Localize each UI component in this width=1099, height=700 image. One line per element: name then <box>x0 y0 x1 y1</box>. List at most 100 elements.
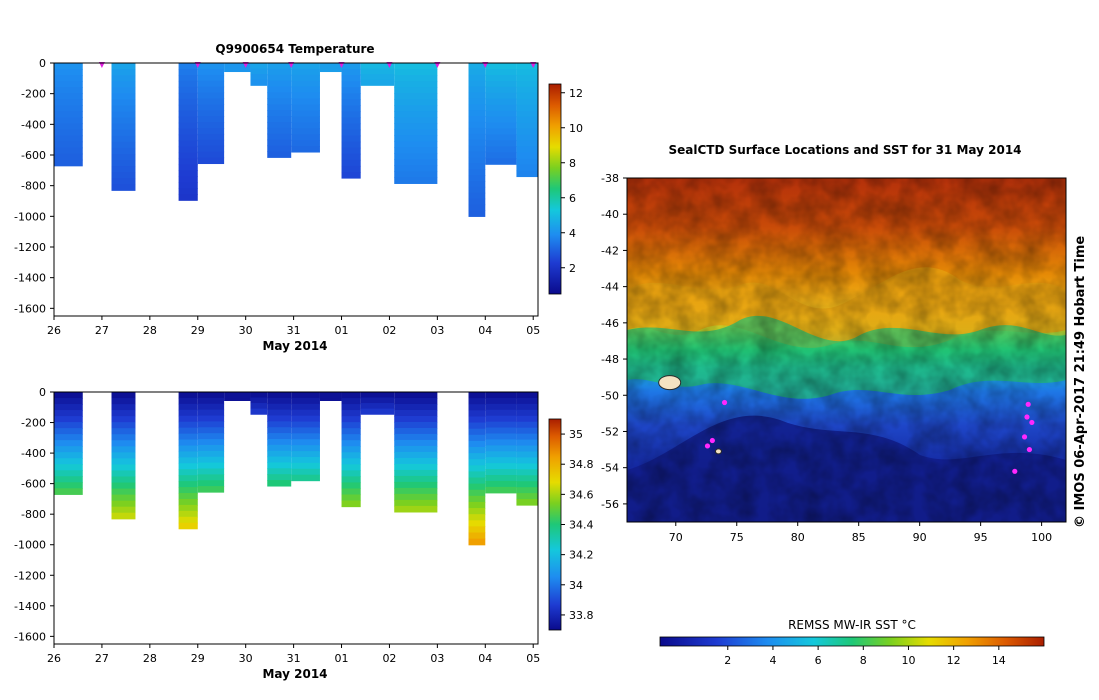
lon-tick-label: 100 <box>1031 531 1052 544</box>
x-tick-label: 05 <box>526 652 540 665</box>
lat-tick-label: -52 <box>601 425 619 438</box>
salinity-colorbar <box>548 418 562 631</box>
profile-2-cell <box>111 111 136 119</box>
x-tick-label: 28 <box>143 652 157 665</box>
profile-13-cell <box>468 489 486 497</box>
profile-7-cell <box>267 403 292 411</box>
profile-10-cell <box>341 488 361 496</box>
profile-1-cell <box>54 440 83 447</box>
profile-11-cell <box>360 397 395 404</box>
y-tick-label: -200 <box>21 88 46 101</box>
y-tick-label: -800 <box>21 180 46 193</box>
lon-tick-label: 75 <box>730 531 744 544</box>
profile-7-cell <box>267 133 292 141</box>
profile-13-cell <box>468 139 486 147</box>
profile-8-cell <box>291 116 320 123</box>
profile-1-cell <box>54 464 83 471</box>
profile-12-cell <box>394 135 438 142</box>
profile-2-cell <box>111 123 136 131</box>
profile-3-cell <box>178 74 198 82</box>
profile-15-cell <box>516 80 538 88</box>
profile-14-cell <box>485 475 517 482</box>
profile-4-cell <box>197 409 225 417</box>
profile-3-cell <box>178 134 198 142</box>
profile-15-cell <box>516 457 538 464</box>
profile-15 <box>516 392 538 506</box>
x-tick-label: 03 <box>430 324 444 337</box>
profile-10-cell <box>341 458 361 465</box>
profile-15-cell <box>516 403 538 411</box>
profile-1-cell <box>54 488 83 495</box>
profile-8-cell <box>291 456 320 464</box>
sst-map-frame <box>626 177 1067 523</box>
profile-8-cell <box>291 462 320 470</box>
profile-13-cell <box>468 133 486 141</box>
profile-8-cell <box>291 134 320 141</box>
profile-3-cell <box>178 170 198 177</box>
x-tick-label: 01 <box>335 652 349 665</box>
imos-timestamp: © IMOS 06-Apr-2017 21:49 Hobart Time <box>1073 236 1088 528</box>
profile-6 <box>250 392 268 415</box>
profile-13-cell <box>468 477 486 485</box>
profile-6-cell <box>250 63 268 70</box>
profile-15-cell <box>516 134 538 142</box>
profile-6-cell <box>250 79 268 86</box>
colorbar-tick-label: 10 <box>569 122 583 135</box>
profile-6-cell <box>250 68 268 75</box>
profile-3-cell <box>178 510 198 518</box>
profile-2-cell <box>111 63 136 70</box>
colorbar-tick-label: 6 <box>569 192 576 205</box>
profile-6-cell <box>250 397 268 404</box>
profile-15-cell <box>516 140 538 148</box>
profile-13-cell <box>468 151 486 158</box>
profile-2-cell <box>111 99 136 107</box>
profile-13-cell <box>468 495 486 503</box>
profile-4-cell <box>197 450 225 458</box>
profile-1-cell <box>54 93 83 100</box>
profile-10-cell <box>341 135 361 143</box>
profile-4-cell <box>197 104 225 111</box>
profile-3-cell <box>178 481 198 488</box>
profile-14-cell <box>485 110 517 118</box>
profile-1-cell <box>54 458 83 465</box>
y-tick-label: -600 <box>21 478 46 491</box>
profile-8-cell <box>291 415 320 423</box>
profile-10-cell <box>341 416 361 423</box>
profile-8-cell <box>291 140 320 147</box>
profile-1 <box>54 63 83 167</box>
profile-1-cell <box>54 476 83 483</box>
profile-10-cell <box>341 410 361 417</box>
profile-8-cell <box>291 421 320 429</box>
y-tick-label: -400 <box>21 118 46 131</box>
profile-4-cell <box>197 139 225 147</box>
profile-9-cell <box>319 63 342 73</box>
profile-15-cell <box>516 451 538 459</box>
profile-13-cell <box>468 175 486 182</box>
profile-15-cell <box>516 98 538 106</box>
profile-14-cell <box>485 397 517 405</box>
profile-11-cell <box>360 63 395 70</box>
profile-15-cell <box>516 74 538 82</box>
y-tick-label: -1600 <box>14 302 46 315</box>
profile-4-cell <box>197 462 225 470</box>
profile-10 <box>341 63 361 179</box>
profile-1-cell <box>54 452 83 459</box>
profile-12-cell <box>394 439 438 447</box>
profile-14-cell <box>485 158 517 165</box>
profile-10-cell <box>341 452 361 459</box>
profile-13-cell <box>468 210 486 217</box>
profile-14-cell <box>485 433 517 441</box>
profile-14-cell <box>485 469 517 476</box>
colorbar-tick-label: 35 <box>569 428 583 441</box>
profile-15-cell <box>516 475 538 482</box>
lon-tick-label: 90 <box>913 531 927 544</box>
profile-1-cell <box>54 470 83 477</box>
profile-12-cell <box>394 129 438 136</box>
profile-12-cell <box>394 469 438 477</box>
profile-15-cell <box>516 63 538 70</box>
colorbar-tick-label: 12 <box>569 87 583 100</box>
profile-14-cell <box>485 116 517 124</box>
profile-4-cell <box>197 444 225 452</box>
x-tick-label: 28 <box>143 324 157 337</box>
profile-3-cell <box>178 158 198 166</box>
